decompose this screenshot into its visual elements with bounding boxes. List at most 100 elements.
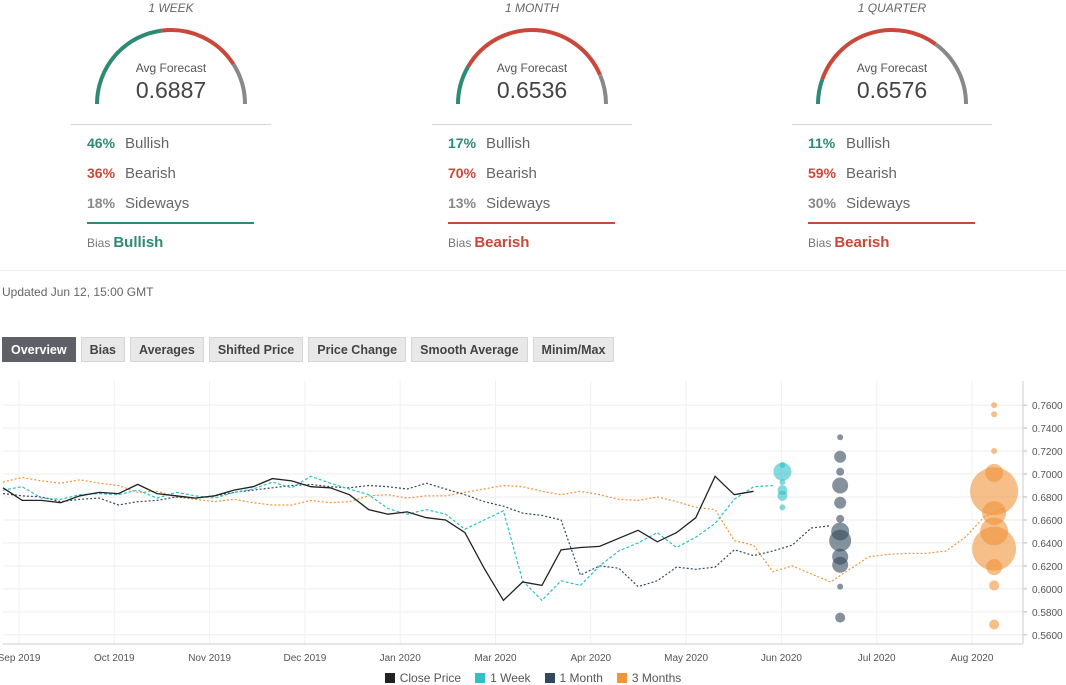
bullish-row: 11% Bullish	[808, 135, 890, 152]
bullish-label: Bullish	[846, 135, 891, 152]
sideways-row: 18% Sideways	[87, 195, 189, 212]
panel-title: 1 QUARTER	[857, 1, 927, 15]
tab-overview[interactable]: Overview	[2, 337, 76, 362]
legend-swatch	[544, 673, 555, 683]
bullish-row: 17% Bullish	[448, 135, 530, 152]
bullish-label: Bullish	[125, 135, 170, 152]
y-tick-label: 0.6800	[1032, 493, 1063, 504]
bullish-label: Bullish	[486, 135, 531, 152]
gauge-bullish-arc	[95, 28, 162, 105]
y-tick-label: 0.7200	[1032, 447, 1063, 458]
forecast-bubble	[773, 462, 792, 481]
forecast-chart: 0.7600 0.7400 0.7200 0.7000 0.6800 0.6600 0.64…	[0, 381, 1063, 664]
forecast-bubble	[989, 580, 1000, 591]
sideways-pct: 18%	[87, 195, 116, 211]
forecast-bubble	[991, 411, 998, 418]
bearish-row: 59% Bearish	[808, 165, 897, 182]
bullish-pct: 17%	[448, 135, 477, 151]
sideways-pct: 13%	[448, 195, 477, 211]
y-tick-label: 0.7600	[1032, 401, 1063, 412]
forecast-bubble	[832, 477, 849, 494]
forecast-bubble	[835, 612, 846, 623]
bias-label: Bias	[87, 236, 111, 250]
legend-swatch	[475, 673, 486, 683]
series-line-3-months	[2, 476, 1005, 583]
bias-underline	[87, 222, 254, 224]
legend-item-1-week[interactable]: 1 Week	[475, 671, 531, 685]
gauge-bearish-arc	[161, 28, 236, 66]
forecast-bubble	[834, 496, 847, 509]
bearish-row: 70% Bearish	[448, 165, 537, 182]
bias-label: Bias	[448, 236, 472, 250]
bullish-pct: 11%	[808, 135, 836, 151]
bearish-pct: 36%	[87, 165, 116, 181]
tab-averages[interactable]: Averages	[130, 337, 204, 362]
sideways-row: 13% Sideways	[448, 195, 550, 212]
avg-forecast-value: 0.6576	[856, 77, 928, 103]
x-tick-label: Jul 2020	[858, 653, 896, 664]
panel-title: 1 WEEK	[148, 1, 194, 15]
forecast-bubble	[836, 467, 845, 476]
y-tick-label: 0.6200	[1032, 562, 1063, 573]
y-tick-label: 0.7400	[1032, 424, 1063, 435]
y-tick-label: 0.6600	[1032, 516, 1063, 527]
series-line-1-week	[2, 475, 773, 602]
bearish-row: 36% Bearish	[87, 165, 176, 182]
forecast-bubble	[986, 559, 1003, 576]
forecast-bubble	[829, 529, 852, 552]
chart-tabs: Overview Bias Averages Shifted Price Pri…	[2, 337, 615, 362]
sideways-row: 30% Sideways	[808, 195, 910, 212]
divider	[71, 124, 271, 125]
sideways-label: Sideways	[486, 195, 551, 212]
x-tick-label: Apr 2020	[571, 653, 612, 664]
x-tick-label: Sep 2019	[0, 653, 41, 664]
x-tick-label: Aug 2020	[951, 653, 994, 664]
y-tick-label: 0.6000	[1032, 585, 1063, 596]
x-tick-label: Mar 2020	[474, 653, 517, 664]
bias-value: Bearish	[834, 234, 890, 251]
gauge-sideways-arc	[231, 63, 248, 105]
forecast-bubble	[991, 402, 998, 409]
legend-swatch	[616, 673, 627, 683]
bias-label: Bias	[808, 236, 832, 250]
legend-item-close-price[interactable]: Close Price	[384, 671, 461, 685]
series-line-close-price	[2, 475, 754, 602]
forecast-bubble	[837, 583, 844, 590]
bearish-pct: 70%	[448, 165, 477, 181]
legend-label: 1 Month	[559, 671, 603, 685]
gauge-bullish-arc	[455, 65, 471, 105]
series-line-1-month	[2, 482, 831, 588]
sideways-label: Sideways	[125, 195, 190, 212]
divider	[792, 124, 992, 125]
tab-shifted-price[interactable]: Shifted Price	[208, 337, 304, 362]
legend-item-1-month[interactable]: 1 Month	[544, 671, 603, 685]
legend-item-3-months[interactable]: 3 Months	[616, 671, 682, 685]
gauge-label: Avg Forecast	[856, 61, 928, 75]
bearish-label: Bearish	[125, 165, 176, 182]
y-tick-label: 0.7000	[1032, 470, 1063, 481]
chart-legend: Close Price 1 Week 1 Month 3 Months	[0, 671, 1066, 685]
x-tick-label: Jun 2020	[761, 653, 803, 664]
forecast-bubble	[970, 467, 1019, 516]
y-tick-label: 0.6400	[1032, 539, 1063, 550]
y-tick-label: 0.5800	[1032, 608, 1063, 619]
bias-underline	[448, 222, 615, 224]
forecast-bubble	[834, 450, 847, 463]
gauge-bullish-arc	[816, 78, 825, 105]
bias-underline	[808, 222, 975, 224]
forecast-bubble	[972, 526, 1017, 571]
legend-label: 3 Months	[631, 671, 682, 685]
divider	[432, 124, 632, 125]
tab-bias[interactable]: Bias	[80, 337, 125, 362]
x-tick-label: May 2020	[664, 653, 708, 664]
forecast-bubble	[989, 619, 1000, 630]
forecast-bubble	[837, 434, 844, 441]
x-tick-label: Nov 2019	[188, 653, 231, 664]
tab-smooth-average[interactable]: Smooth Average	[411, 337, 528, 362]
bias-row: Bias Bearish	[448, 234, 529, 251]
forecast-bubble	[779, 504, 786, 511]
forecast-gauge	[816, 27, 969, 105]
tab-price-change[interactable]: Price Change	[308, 337, 407, 362]
tab-minim-max[interactable]: Minim/Max	[532, 337, 615, 362]
gauge-label: Avg Forecast	[135, 61, 207, 75]
